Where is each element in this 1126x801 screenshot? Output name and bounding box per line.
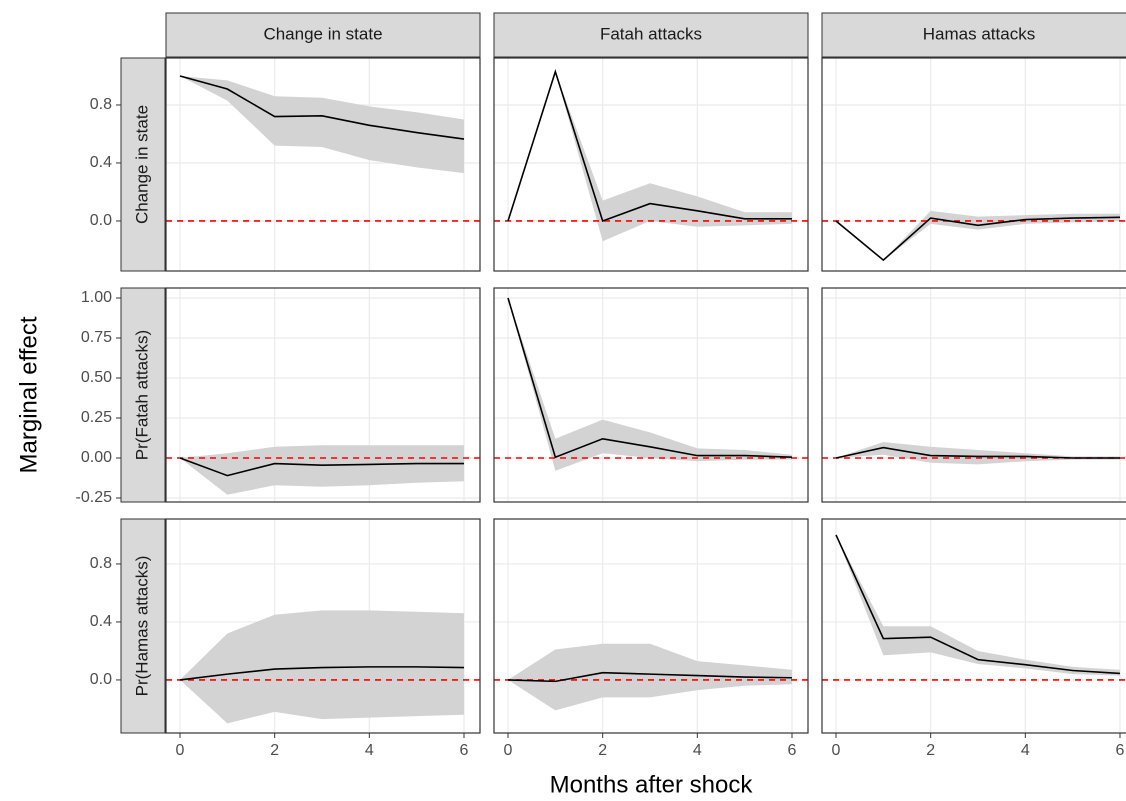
y-tick-label: 0.8 bbox=[90, 96, 112, 113]
x-tick-label: 4 bbox=[365, 742, 374, 759]
line bbox=[179, 666, 465, 681]
confidence-band bbox=[836, 442, 1121, 465]
x-tick-label: 0 bbox=[504, 742, 513, 759]
row-strip bbox=[120, 518, 166, 734]
y-tick-label: 1.00 bbox=[81, 289, 112, 306]
row-strip bbox=[120, 57, 166, 272]
x-tick-label: 6 bbox=[460, 742, 469, 759]
panel-border bbox=[165, 57, 481, 272]
y-tick-label: -0.25 bbox=[76, 489, 113, 506]
confidence-band bbox=[180, 445, 465, 495]
confidence-band bbox=[836, 210, 1121, 261]
row-strip-label: Pr(Fatah attacks) bbox=[132, 330, 151, 460]
panel-background bbox=[822, 519, 1126, 733]
panel-background bbox=[494, 58, 808, 271]
y-tick-label: 0.4 bbox=[90, 154, 112, 171]
x-axis-title: Months after shock bbox=[550, 771, 754, 798]
column-strip-label: Fatah attacks bbox=[600, 24, 702, 43]
y-tick-label: 0.25 bbox=[81, 409, 112, 426]
line bbox=[507, 297, 793, 459]
row-strip-label: Change in state bbox=[132, 105, 151, 224]
y-axis-title: Marginal effect bbox=[15, 316, 42, 473]
y-tick-label: 0.50 bbox=[81, 369, 112, 386]
panel-border bbox=[493, 518, 809, 734]
x-tick-label: 2 bbox=[926, 742, 935, 759]
panel-border bbox=[821, 518, 1126, 734]
line bbox=[835, 534, 1121, 675]
panel-border bbox=[821, 287, 1126, 503]
confidence-band bbox=[180, 75, 465, 174]
confidence-band bbox=[508, 298, 793, 471]
y-tick-label: 0.0 bbox=[90, 212, 112, 229]
panel-background bbox=[494, 288, 808, 502]
row-strip-label: Pr(Hamas attacks) bbox=[132, 556, 151, 697]
column-strip-label: Change in state bbox=[263, 24, 382, 43]
panel-border bbox=[165, 287, 481, 503]
line bbox=[179, 457, 465, 477]
y-tick-label: 0.75 bbox=[81, 329, 112, 346]
column-strip bbox=[821, 12, 1126, 58]
panel-border bbox=[165, 518, 481, 734]
x-tick-label: 6 bbox=[788, 742, 797, 759]
column-strip bbox=[493, 12, 809, 58]
x-tick-label: 0 bbox=[176, 742, 185, 759]
y-tick-label: 0.8 bbox=[90, 555, 112, 572]
y-tick-label: 0.4 bbox=[90, 613, 112, 630]
line bbox=[507, 671, 793, 683]
confidence-band bbox=[508, 71, 793, 242]
confidence-band bbox=[836, 534, 1121, 676]
y-tick-label: 0.0 bbox=[90, 671, 112, 688]
panel-border bbox=[821, 57, 1126, 272]
x-tick-label: 4 bbox=[693, 742, 702, 759]
confidence-band bbox=[508, 643, 793, 711]
line bbox=[179, 75, 465, 140]
x-tick-label: 2 bbox=[270, 742, 279, 759]
x-tick-label: 4 bbox=[1021, 742, 1030, 759]
x-tick-label: 0 bbox=[832, 742, 841, 759]
line bbox=[835, 216, 1121, 262]
y-tick-label: 0.00 bbox=[81, 449, 112, 466]
column-strip bbox=[165, 12, 481, 58]
panel-background bbox=[822, 58, 1126, 271]
x-tick-label: 2 bbox=[598, 742, 607, 759]
panel-background bbox=[822, 288, 1126, 502]
x-tick-label: 6 bbox=[1116, 742, 1125, 759]
row-strip bbox=[120, 287, 166, 503]
line bbox=[835, 446, 1120, 459]
panel-border bbox=[493, 287, 809, 503]
panel-border bbox=[493, 57, 809, 272]
line bbox=[507, 68, 793, 223]
column-strip-label: Hamas attacks bbox=[923, 24, 1035, 43]
